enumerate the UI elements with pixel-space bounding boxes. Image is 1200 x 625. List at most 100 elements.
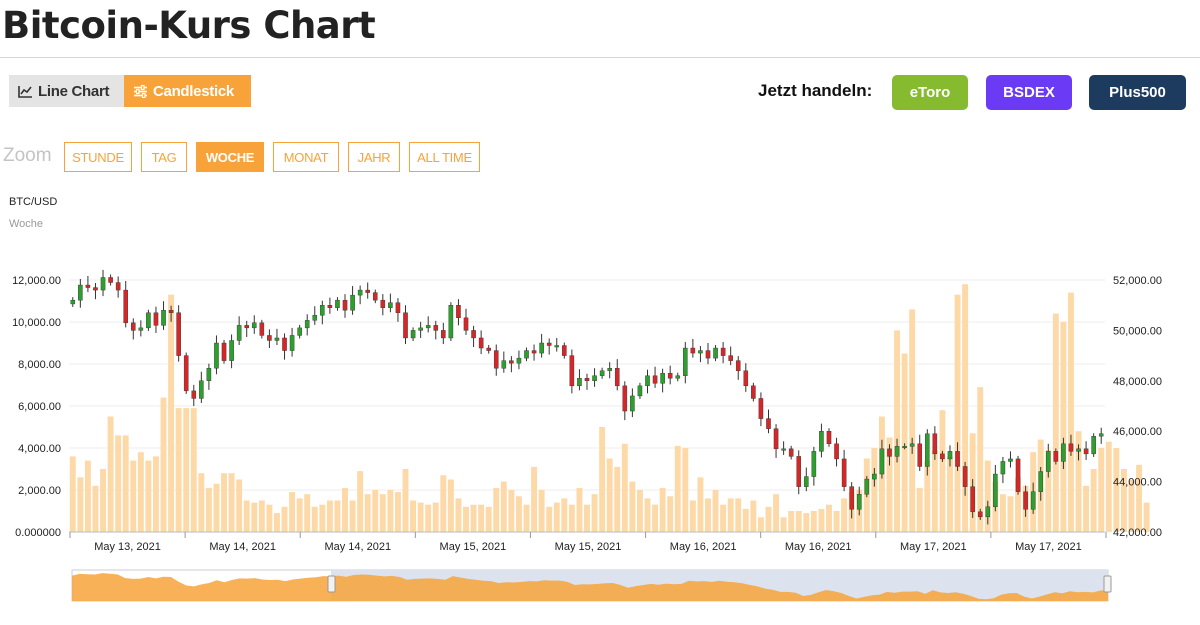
- candle[interactable]: [577, 369, 582, 391]
- zoom-tag-button[interactable]: TAG: [141, 142, 187, 172]
- candle[interactable]: [758, 392, 764, 427]
- candle[interactable]: [478, 330, 484, 355]
- candle[interactable]: [1091, 433, 1096, 457]
- candle[interactable]: [70, 297, 76, 307]
- candle[interactable]: [546, 338, 552, 355]
- candle[interactable]: [841, 449, 847, 492]
- candle[interactable]: [909, 437, 915, 454]
- candle[interactable]: [327, 297, 333, 314]
- candle[interactable]: [660, 368, 665, 393]
- candle[interactable]: [947, 445, 953, 467]
- candle[interactable]: [304, 314, 310, 336]
- zoom-alltime-button[interactable]: ALL TIME: [409, 142, 480, 172]
- candle[interactable]: [1053, 448, 1059, 465]
- candle[interactable]: [456, 299, 461, 326]
- candle[interactable]: [524, 347, 529, 362]
- candle[interactable]: [183, 352, 189, 394]
- candle[interactable]: [372, 289, 378, 304]
- candle[interactable]: [153, 306, 159, 333]
- candle[interactable]: [342, 294, 348, 318]
- candle[interactable]: [977, 508, 983, 520]
- candle[interactable]: [675, 372, 681, 382]
- candle[interactable]: [1068, 434, 1074, 456]
- candle[interactable]: [486, 345, 491, 354]
- candle[interactable]: [138, 320, 144, 337]
- candle[interactable]: [395, 298, 401, 322]
- candle[interactable]: [531, 344, 537, 361]
- candle[interactable]: [766, 409, 771, 434]
- candle[interactable]: [312, 306, 318, 325]
- candle[interactable]: [962, 461, 968, 496]
- candle[interactable]: [811, 446, 817, 486]
- candle[interactable]: [720, 341, 726, 364]
- candle[interactable]: [267, 329, 272, 349]
- candle[interactable]: [259, 319, 265, 339]
- candle[interactable]: [410, 327, 416, 341]
- candle[interactable]: [350, 286, 355, 315]
- zoom-monat-button[interactable]: MONAT: [273, 142, 339, 172]
- candle[interactable]: [562, 342, 567, 359]
- candle[interactable]: [418, 321, 423, 338]
- zoom-woche-button[interactable]: WOCHE: [196, 142, 264, 172]
- candle[interactable]: [902, 443, 907, 450]
- candle[interactable]: [229, 334, 234, 369]
- candle[interactable]: [206, 363, 212, 390]
- candle[interactable]: [115, 276, 121, 298]
- candlestick-button[interactable]: Candlestick: [124, 75, 251, 107]
- candle[interactable]: [221, 339, 227, 364]
- candle[interactable]: [509, 356, 514, 373]
- candle[interactable]: [788, 445, 794, 460]
- candle[interactable]: [425, 316, 431, 333]
- candle[interactable]: [282, 333, 287, 360]
- bsdex-button[interactable]: BSDEX: [986, 75, 1072, 110]
- candle[interactable]: [970, 479, 975, 518]
- candle[interactable]: [690, 338, 696, 358]
- navigator-right-handle[interactable]: [1103, 575, 1112, 593]
- candle[interactable]: [199, 371, 204, 403]
- candle[interactable]: [735, 356, 741, 380]
- candle[interactable]: [894, 438, 900, 463]
- candle[interactable]: [539, 333, 544, 358]
- candle[interactable]: [244, 320, 249, 337]
- candle[interactable]: [1015, 455, 1021, 495]
- candle[interactable]: [554, 337, 560, 352]
- candle[interactable]: [191, 384, 197, 406]
- candlestick-chart[interactable]: 0.000000 2,000.00 4,000.00 6,000.00 8,000.00…: [0, 265, 1200, 610]
- candle[interactable]: [130, 318, 136, 340]
- candle[interactable]: [796, 450, 802, 495]
- candle[interactable]: [713, 345, 718, 362]
- candle[interactable]: [569, 349, 575, 394]
- line-chart-button[interactable]: Line Chart: [9, 75, 124, 107]
- candle[interactable]: [516, 350, 522, 370]
- candle[interactable]: [320, 300, 325, 325]
- candle[interactable]: [637, 382, 643, 399]
- candle[interactable]: [380, 294, 386, 316]
- candle[interactable]: [463, 308, 469, 335]
- candle[interactable]: [781, 441, 786, 455]
- candle[interactable]: [804, 467, 809, 492]
- candle[interactable]: [751, 382, 756, 402]
- candle[interactable]: [705, 343, 711, 365]
- candle[interactable]: [448, 302, 454, 341]
- candle[interactable]: [78, 278, 83, 308]
- candle[interactable]: [403, 305, 408, 345]
- candle[interactable]: [251, 315, 257, 334]
- candle[interactable]: [335, 297, 340, 311]
- candle[interactable]: [856, 486, 862, 516]
- candle[interactable]: [501, 351, 507, 373]
- candle[interactable]: [955, 442, 960, 472]
- candle[interactable]: [168, 305, 174, 322]
- candle[interactable]: [161, 301, 166, 330]
- candle[interactable]: [614, 359, 620, 391]
- candle[interactable]: [236, 316, 242, 346]
- candle[interactable]: [493, 344, 499, 376]
- candle[interactable]: [607, 362, 612, 379]
- candle[interactable]: [599, 367, 605, 379]
- candle[interactable]: [176, 305, 181, 362]
- candle[interactable]: [728, 346, 733, 366]
- candle[interactable]: [85, 275, 91, 293]
- candle[interactable]: [630, 388, 635, 418]
- plus500-button[interactable]: Plus500: [1089, 75, 1186, 110]
- candle[interactable]: [743, 363, 749, 392]
- candle[interactable]: [1030, 482, 1036, 514]
